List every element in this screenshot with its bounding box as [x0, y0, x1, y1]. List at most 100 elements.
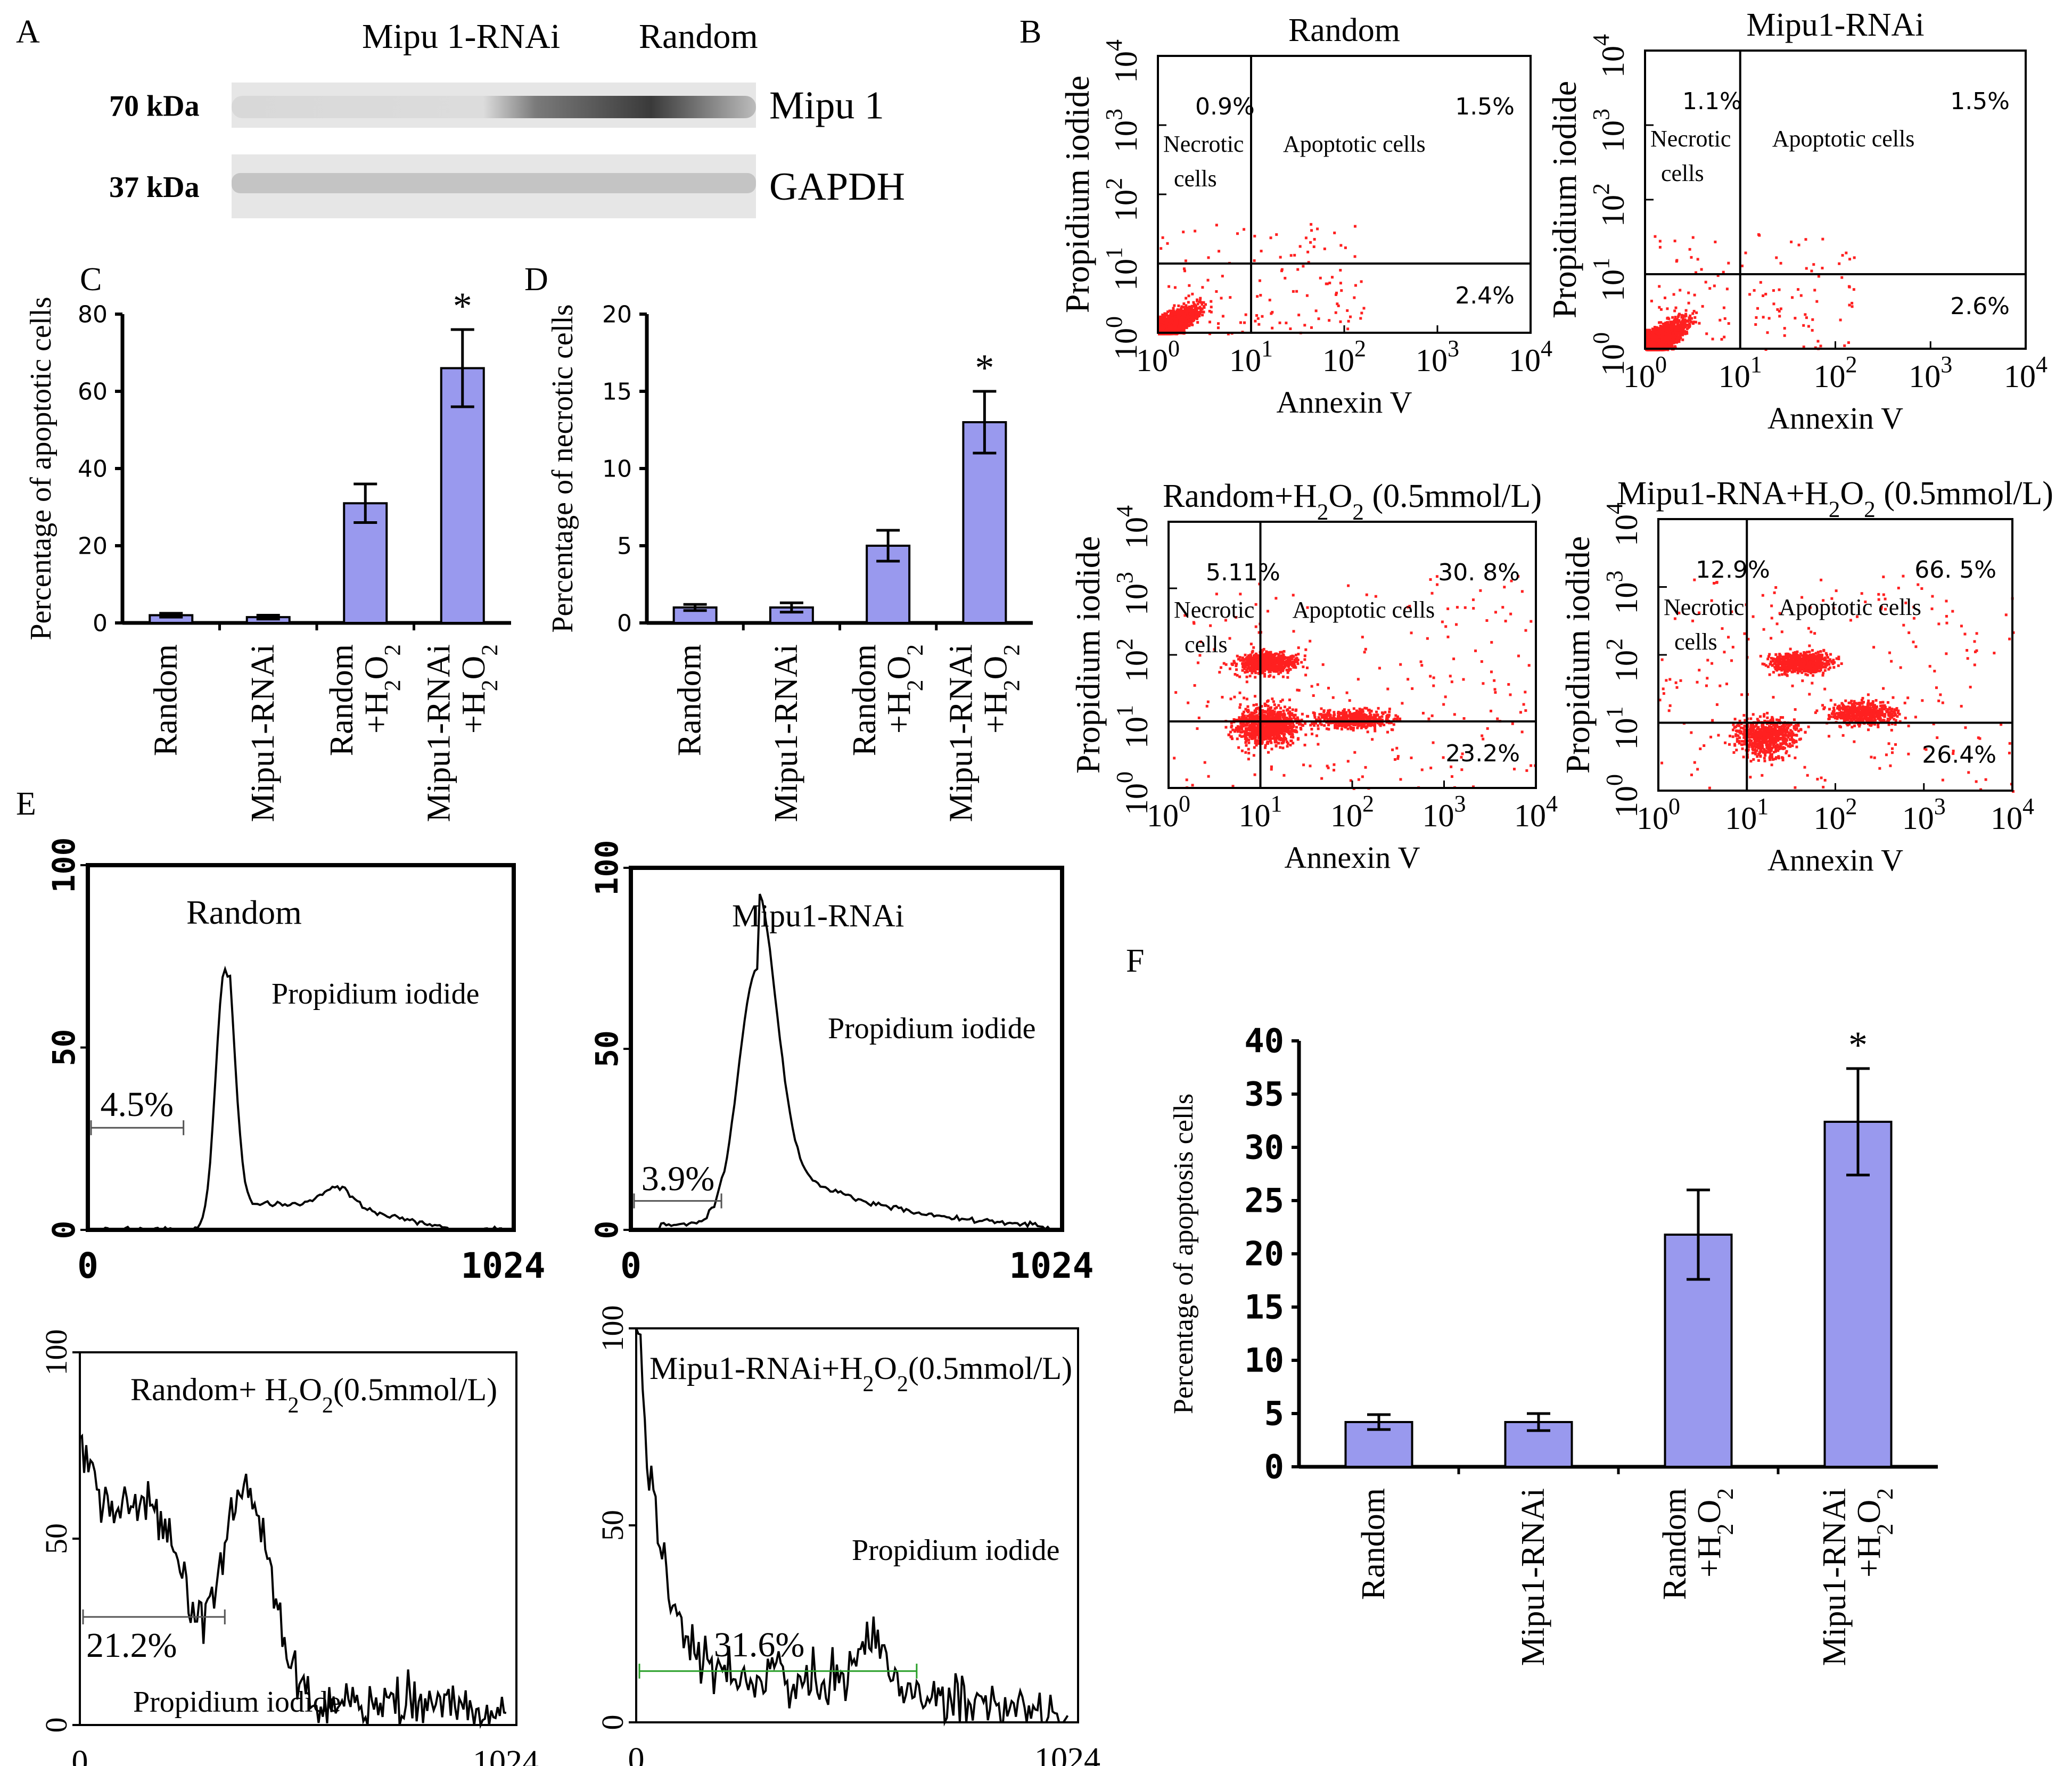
- event-dot: [1221, 315, 1224, 318]
- superscript: 4: [1541, 335, 1552, 362]
- formula-char: H: [358, 691, 394, 715]
- text-run: Random: [324, 644, 360, 756]
- text-run: +: [977, 715, 1014, 734]
- event-dot: [1279, 256, 1282, 259]
- event-dot: [1185, 316, 1188, 319]
- event-dot: [1340, 289, 1343, 292]
- event-dot: [1182, 328, 1186, 331]
- event-dot: [1261, 315, 1264, 318]
- event-dot: [1362, 307, 1366, 310]
- event-dot: [1243, 321, 1246, 324]
- event-dot: [1310, 223, 1313, 226]
- event-dot: [1185, 311, 1188, 314]
- category-label: Random: [846, 644, 883, 756]
- subscript: 2: [1713, 1488, 1738, 1500]
- subscript: 2: [477, 679, 503, 691]
- event-dot: [1319, 276, 1322, 280]
- event-dot: [1659, 326, 1663, 330]
- event-dot: [1215, 290, 1218, 293]
- event-dot: [1216, 326, 1220, 330]
- formula-char: H: [977, 691, 1014, 715]
- event-dot: [1170, 332, 1173, 335]
- event-dot: [1221, 275, 1224, 278]
- event-dot: [1671, 316, 1674, 319]
- event-dot: [1191, 310, 1194, 314]
- event-dot: [1180, 323, 1183, 326]
- event-dot: [1197, 307, 1200, 310]
- event-dot: [1193, 303, 1196, 306]
- event-dot: [1314, 309, 1318, 313]
- event-dot: [1353, 225, 1356, 228]
- superscript: 1: [1101, 247, 1127, 259]
- event-dot: [1659, 321, 1663, 324]
- dot-plot-title: Random: [1288, 12, 1400, 48]
- event-dot: [1204, 303, 1207, 306]
- event-dot: [1180, 310, 1183, 313]
- event-dot: [1688, 322, 1691, 325]
- event-dot: [1191, 323, 1194, 326]
- event-dot: [1174, 326, 1178, 330]
- event-dot: [1698, 322, 1701, 325]
- event-dot: [1168, 309, 1171, 313]
- event-dot: [1185, 320, 1188, 323]
- event-dot: [1344, 246, 1347, 249]
- event-dot: [1192, 305, 1195, 308]
- event-dot: [1677, 337, 1680, 340]
- event-dot: [1174, 323, 1177, 326]
- event-dot: [1674, 316, 1677, 319]
- event-dot: [1310, 229, 1313, 232]
- event-dot: [1161, 319, 1164, 323]
- y-tick-label: 104: [1101, 39, 1144, 83]
- event-dot: [1185, 308, 1188, 311]
- event-dot: [1256, 295, 1259, 298]
- text-run: Mipu1-RNAi: [943, 644, 979, 822]
- event-dot: [1168, 324, 1171, 327]
- event-dot: [1359, 317, 1362, 320]
- event-dot: [1253, 259, 1256, 262]
- y-tick-label: 5: [1264, 1394, 1284, 1433]
- category-label: +H2O2: [977, 644, 1024, 734]
- dot-cloud: [1158, 223, 1366, 335]
- event-dot: [1280, 269, 1283, 273]
- panel-letter-C: C: [80, 261, 102, 298]
- panel-letter-B: B: [1019, 14, 1041, 50]
- event-dot: [1688, 316, 1691, 319]
- event-dot: [1178, 313, 1181, 316]
- event-dot: [1653, 326, 1656, 329]
- event-dot: [1200, 301, 1203, 304]
- event-dot: [1158, 318, 1161, 322]
- event-dot: [1201, 307, 1204, 310]
- y-axis-label: Percentage of necrotic cells: [546, 304, 579, 633]
- event-dot: [1285, 322, 1288, 325]
- event-dot: [1178, 318, 1181, 321]
- event-dot: [1183, 322, 1187, 325]
- event-dot: [1339, 244, 1343, 247]
- event-dot: [1645, 334, 1648, 338]
- event-dot: [1172, 317, 1175, 320]
- event-dot: [1647, 340, 1650, 343]
- event-dot: [1645, 330, 1648, 333]
- event-dot: [1176, 315, 1179, 318]
- event-dot: [1684, 313, 1688, 316]
- formula-char: H: [456, 691, 492, 715]
- blot-marker-label: 37 kDa: [109, 171, 200, 204]
- subscript: 2: [999, 679, 1024, 691]
- event-dot: [1307, 261, 1310, 264]
- blot-band: [232, 173, 756, 193]
- event-dot: [1182, 326, 1186, 330]
- event-dot: [1191, 292, 1194, 295]
- event-dot: [1680, 314, 1683, 317]
- event-dot: [1193, 318, 1196, 322]
- formula-char: H: [1851, 1535, 1887, 1559]
- event-dot: [1198, 306, 1202, 309]
- event-dot: [1183, 319, 1186, 323]
- event-dot: [1161, 313, 1164, 316]
- event-dot: [1676, 323, 1680, 326]
- superscript: 0: [1168, 335, 1180, 362]
- y-tick-label: 5: [617, 532, 632, 560]
- event-dot: [1171, 327, 1174, 331]
- event-dot: [1683, 315, 1687, 318]
- event-dot: [1346, 309, 1349, 312]
